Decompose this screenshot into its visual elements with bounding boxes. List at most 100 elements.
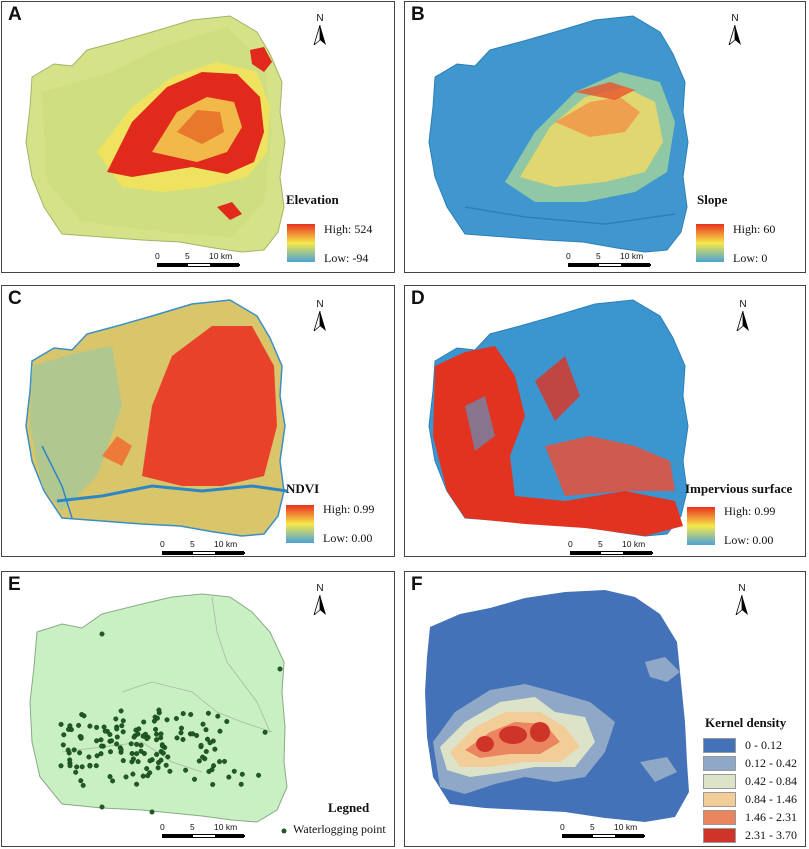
- ndvi-low: Low: 0.00: [323, 531, 373, 545]
- waterlogging-point: [76, 722, 82, 728]
- waterlogging-point: [217, 728, 223, 734]
- waterlogging-point: [277, 666, 283, 672]
- legend-title-slope: Slope: [697, 192, 728, 207]
- waterlogging-point: [94, 738, 100, 744]
- panel-label-d: D: [411, 288, 425, 309]
- scale-tick-10: 10 km: [614, 822, 638, 832]
- waterlogging-point: [154, 751, 160, 757]
- waterlogging-point: [167, 768, 173, 774]
- elevation-map: [25, 15, 286, 253]
- scale-tick-5: 5: [190, 539, 195, 549]
- waterlogging-point: [238, 781, 244, 787]
- north-arrow-b: N: [723, 14, 747, 48]
- waterlogging-point: [130, 771, 136, 777]
- waterlogging-point: [130, 756, 136, 762]
- waterlogging-point: [98, 737, 104, 743]
- scale-tick-5: 5: [590, 822, 595, 832]
- waterlogging-point: [205, 710, 211, 716]
- waterlogging-point: [204, 736, 210, 742]
- waterlogging-point: [163, 762, 169, 768]
- waterlogging-point: [119, 723, 125, 729]
- waterlogging-point: [120, 729, 126, 735]
- waterlogging-point: [178, 730, 184, 736]
- scale-tick-5: 5: [598, 539, 603, 549]
- north-arrow-d: N: [731, 300, 755, 334]
- kernel-density-swatch: [703, 738, 736, 753]
- scale-tick-0: 0: [560, 822, 565, 832]
- waterlogging-point: [58, 763, 64, 769]
- impervious-low: Low: 0.00: [724, 533, 774, 547]
- waterlogging-point: [99, 631, 105, 637]
- waterlogging-point: [144, 766, 150, 772]
- panel-c-ndvi: C N NDVI High: 0.99 Low: 0.00 0 5 10 km: [1, 285, 395, 557]
- waterlogging-point: [73, 769, 79, 775]
- waterlogging-point: [231, 768, 237, 774]
- waterlogging-map: [29, 593, 288, 823]
- scale-bar-d: 0 5 10 km: [568, 539, 653, 556]
- waterlogging-point: [65, 747, 71, 753]
- waterlogging-point: [107, 774, 113, 780]
- kernel-density-range-label: 1.46 - 2.31: [745, 810, 797, 824]
- waterlogging-point: [78, 778, 84, 784]
- waterlogging-point: [207, 740, 213, 746]
- slope-high: High: 60: [733, 222, 776, 236]
- waterlogging-point: [58, 721, 64, 727]
- waterlogging-point: [94, 753, 100, 759]
- kernel-density-class: 0.42 - 0.84: [703, 773, 797, 790]
- north-arrow-icon: [735, 595, 748, 615]
- waterlogging-point: [155, 765, 161, 771]
- waterlogging-point: [203, 727, 209, 733]
- north-arrow-icon: [728, 25, 741, 45]
- elevation-low: Low: -94: [324, 251, 369, 265]
- waterlogging-point: [210, 781, 216, 787]
- scale-tick-10: 10 km: [214, 539, 238, 549]
- waterlogging-point: [61, 732, 67, 738]
- waterlogging-point: [60, 742, 66, 748]
- north-label: N: [731, 13, 739, 24]
- waterlogging-point: [123, 774, 129, 780]
- elevation-high: High: 524: [324, 222, 373, 236]
- waterlogging-point: [98, 751, 104, 757]
- waterlogging-point: [198, 742, 204, 748]
- waterlogging-point: [196, 758, 202, 764]
- kernel-density-swatch: [703, 774, 736, 789]
- kernel-density-class: 0.84 - 1.46: [703, 791, 797, 808]
- north-arrow-icon: [313, 595, 326, 615]
- north-arrow-e: N: [308, 584, 332, 618]
- kernel-density-swatch: [703, 828, 736, 843]
- waterlogging-point: [78, 734, 84, 740]
- waterlogging-point-label: Waterlogging point: [293, 822, 386, 836]
- panel-d-impervious: D N Impervious surface High: 0.99 Low: 0…: [404, 285, 806, 557]
- waterlogging-point: [158, 757, 164, 763]
- waterlogging-point: [87, 723, 93, 729]
- legend-title-impervious: Impervious surface: [685, 481, 793, 496]
- ndvi-high: High: 0.99: [323, 502, 375, 516]
- waterlogging-point: [173, 715, 179, 721]
- waterlogging-point: [99, 804, 105, 810]
- waterlogging-point: [86, 754, 92, 760]
- waterlogging-point: [134, 741, 140, 747]
- scale-bar-b: 0 5 10 km: [566, 251, 651, 272]
- scale-tick-0: 0: [568, 539, 573, 549]
- waterlogging-point: [67, 757, 73, 763]
- waterlogging-point: [131, 734, 137, 740]
- scale-tick-10: 10 km: [214, 822, 238, 832]
- kernel-density-class: 0.12 - 0.42: [703, 755, 797, 772]
- panel-e-waterlogging: E N Legned Waterlogging point 0 5 10 km: [1, 571, 395, 847]
- panel-label-e: E: [8, 574, 21, 595]
- waterlogging-point: [180, 736, 186, 742]
- waterlogging-point: [149, 809, 155, 815]
- kernel-density-range-label: 0.42 - 0.84: [745, 774, 797, 788]
- waterlogging-point: [239, 771, 245, 777]
- kernel-density-class: 1.46 - 2.31: [703, 809, 797, 826]
- waterlogging-point: [216, 759, 222, 765]
- waterlogging-point: [138, 742, 144, 748]
- north-arrow-c: N: [308, 300, 332, 334]
- legend-title-ndvi: NDVI: [286, 481, 320, 496]
- waterlogging-point: [203, 748, 209, 754]
- kernel-density-range-label: 2.31 - 3.70: [745, 828, 797, 842]
- slope-map: [428, 15, 689, 253]
- scale-bar-c: 0 5 10 km: [160, 539, 245, 556]
- waterlogging-point: [206, 768, 212, 774]
- waterlogging-point: [134, 751, 140, 757]
